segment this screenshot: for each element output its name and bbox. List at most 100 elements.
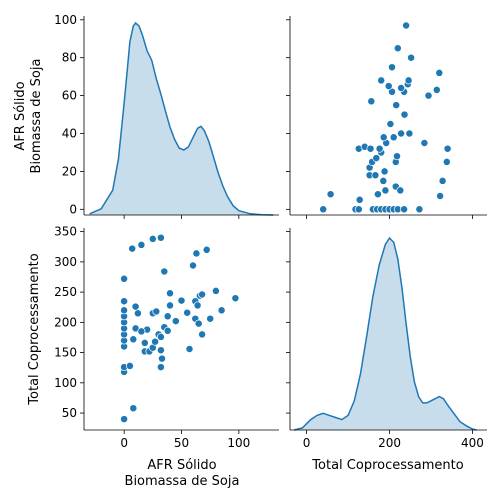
scatter-point-total-vs-afr [438,176,447,185]
ylabel-afr-line1: AFR Sólido [13,81,28,150]
scatter-point-afr-vs-total [183,308,192,317]
scatter-point-afr-vs-total [217,306,226,315]
scatter-point-total-vs-afr [375,144,384,153]
scatter-point-total-vs-afr [355,195,364,204]
scatter-point-total-vs-afr [407,53,416,62]
axis-labels: AFR Sólido Biomassa de Soja Total Coproc… [13,59,464,489]
scatter-point-afr-vs-total [158,354,166,363]
xtick-total-tick-label-0: 0 [303,436,311,450]
scatter-point-total-vs-afr [367,97,376,106]
scatter-point-total-vs-afr [389,133,398,142]
scatter-point-afr-vs-total [177,296,186,305]
ytick-total-tick-label-1: 100 [54,376,77,390]
scatter-point-afr-vs-total [152,307,161,316]
scatter-point-total-vs-afr [380,167,389,176]
scatter-point-afr-vs-total [231,294,240,303]
kde-total-line [293,236,477,431]
scatter-point-afr-vs-total [156,346,165,355]
scatter-point-total-vs-afr [404,76,413,85]
scatter-point-afr-vs-total [148,234,157,243]
scatter-point-total-vs-afr [442,157,451,166]
scatter-point-afr-vs-total [120,297,129,306]
xlabel-afr-line1: AFR Sólido [147,458,216,473]
scatter-point-total-vs-afr [443,144,452,153]
scatter-point-total-vs-afr [420,139,429,147]
scatter-point-afr-vs-total [120,274,129,283]
scatter-point-total-vs-afr [415,205,424,214]
kde-total-area [294,238,477,430]
scatter-point-total-vs-afr [326,190,335,199]
scatter-point-afr-vs-total [160,267,169,276]
ytick-afr-top-tick-label-3: 60 [62,89,77,103]
scatter-point-total-vs-afr [319,205,328,214]
scatter-point-afr-vs-total [166,301,174,310]
ytick-afr-top-tick-label-4: 80 [62,51,77,65]
scatter-point-total-vs-afr [436,192,445,200]
scatter-point-total-vs-afr [397,84,406,92]
scatter-point-afr-vs-total [192,249,201,258]
scatter-point-total-vs-afr [400,205,409,214]
ytick-total-tick-label-2: 150 [54,346,77,360]
ytick-afr-top-tick-label-2: 40 [62,127,77,141]
ytick-afr-top-tick-label-0: 0 [69,202,77,216]
ytick-afr-top-tick-label-5: 100 [54,13,77,27]
xtick-afr-tick-label-2: 100 [227,436,250,450]
scatter-point-afr-vs-total [125,361,134,370]
scatter-point-total-vs-afr [373,190,382,199]
scatter-point-total-vs-afr [384,82,393,91]
scatter-point-total-vs-afr [424,91,433,100]
scatter-point-afr-vs-total [140,338,149,347]
scatter-point-afr-vs-total [166,289,174,298]
xtick-total-tick-label-1: 200 [378,436,401,450]
panel-total-vs-afr-scatter: 50 100 150 200 250 300 350 0 50 100 [54,225,279,450]
ytick-total-tick-label-6: 350 [54,225,77,239]
scatter-point-total-vs-afr [396,186,405,195]
scatter-point-afr-vs-total [163,326,172,335]
scatter-point-total-vs-afr [366,144,375,153]
ylabel-afr-line2: Biomassa de Soja [29,59,44,174]
scatter-point-afr-vs-total [185,345,194,353]
scatter-point-afr-vs-total [137,327,146,336]
scatter-point-afr-vs-total [193,301,202,310]
scatter-point-total-vs-afr [379,176,388,185]
scatter-point-total-vs-afr [405,129,414,138]
scatter-point-total-vs-afr [379,133,388,142]
scatter-point-total-vs-afr [388,63,396,72]
xtick-afr-tick-label-1: 50 [174,436,189,450]
panel-afr-vs-total-scatter [286,16,487,219]
ytick-afr-top-tick-label-1: 20 [62,164,77,178]
xtick-afr-tick-label-0: 0 [120,436,128,450]
scatter-point-total-vs-afr [371,171,380,180]
scatter-point-afr-vs-total [120,306,129,315]
scatter-point-afr-vs-total [137,240,146,249]
ylabel-total: Total Coprocessamento [27,253,42,405]
panel-total-kde: 0 200 400 [286,228,487,450]
scatter-point-afr-vs-total [171,317,180,326]
scatter-point-afr-vs-total [211,286,220,295]
scatter-point-total-vs-afr [393,44,402,53]
scatter-point-total-vs-afr [402,21,411,30]
scatter-point-total-vs-afr [381,186,390,195]
kde-afr-line [89,21,274,216]
ytick-total-tick-label-5: 300 [54,255,77,269]
scatter-point-afr-vs-total [198,290,207,299]
scatter-point-total-vs-afr [435,68,444,77]
scatter-point-afr-vs-total [156,363,165,372]
kde-afr-area [89,23,274,215]
scatter-point-total-vs-afr [400,110,409,119]
scatter-point-afr-vs-total [129,404,138,413]
scatter-point-total-vs-afr [386,120,395,128]
scatter-point-afr-vs-total [163,312,172,321]
scatter-point-afr-vs-total [198,330,207,339]
ytick-total-tick-label-3: 200 [54,315,77,329]
scatter-point-afr-vs-total [156,233,165,242]
scatter-point-afr-vs-total [156,332,165,341]
xlabel-total: Total Coprocessamento [311,458,463,473]
scatter-point-afr-vs-total [133,309,142,318]
scatter-point-total-vs-afr [354,205,363,214]
scatter-point-afr-vs-total [120,415,129,424]
scatter-point-total-vs-afr [432,85,441,94]
scatter-point-afr-vs-total [131,302,140,311]
scatter-point-afr-vs-total [194,319,203,328]
